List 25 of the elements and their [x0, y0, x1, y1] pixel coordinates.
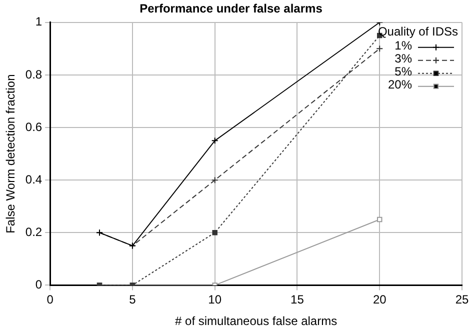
- y-tick-label: 0.6: [25, 120, 42, 134]
- point: [376, 45, 384, 52]
- x-tick-label: 25: [455, 292, 469, 307]
- point: [212, 230, 218, 236]
- legend-label: 5%: [394, 64, 412, 79]
- y-tick-label: 1: [35, 14, 42, 29]
- legend-label: 3%: [394, 52, 412, 66]
- legend-title: Quality of IDSs: [378, 24, 458, 39]
- y-axis-title: False Worm detection fraction: [4, 74, 18, 234]
- y-tick-label: 0.8: [25, 67, 42, 82]
- legend-label: 1%: [394, 38, 412, 53]
- x-tick-label: 5: [129, 292, 136, 307]
- chart-title: Performance under false alarms: [140, 2, 323, 16]
- y-tick-label: 0: [35, 278, 42, 292]
- x-tick-label: 20: [372, 292, 387, 307]
- x-tick-label: 15: [290, 292, 304, 307]
- x-tick-label: 10: [208, 292, 222, 307]
- point: [211, 137, 218, 144]
- point: [211, 176, 218, 184]
- x-axis-title: # of simultaneous false alarms: [175, 314, 338, 328]
- y-tick-label: 0.2: [25, 224, 42, 239]
- point: [376, 216, 382, 222]
- y-tick-label: 0.4: [25, 172, 42, 186]
- x-tick-label: 0: [46, 292, 54, 307]
- legend-label: 20%: [388, 78, 412, 92]
